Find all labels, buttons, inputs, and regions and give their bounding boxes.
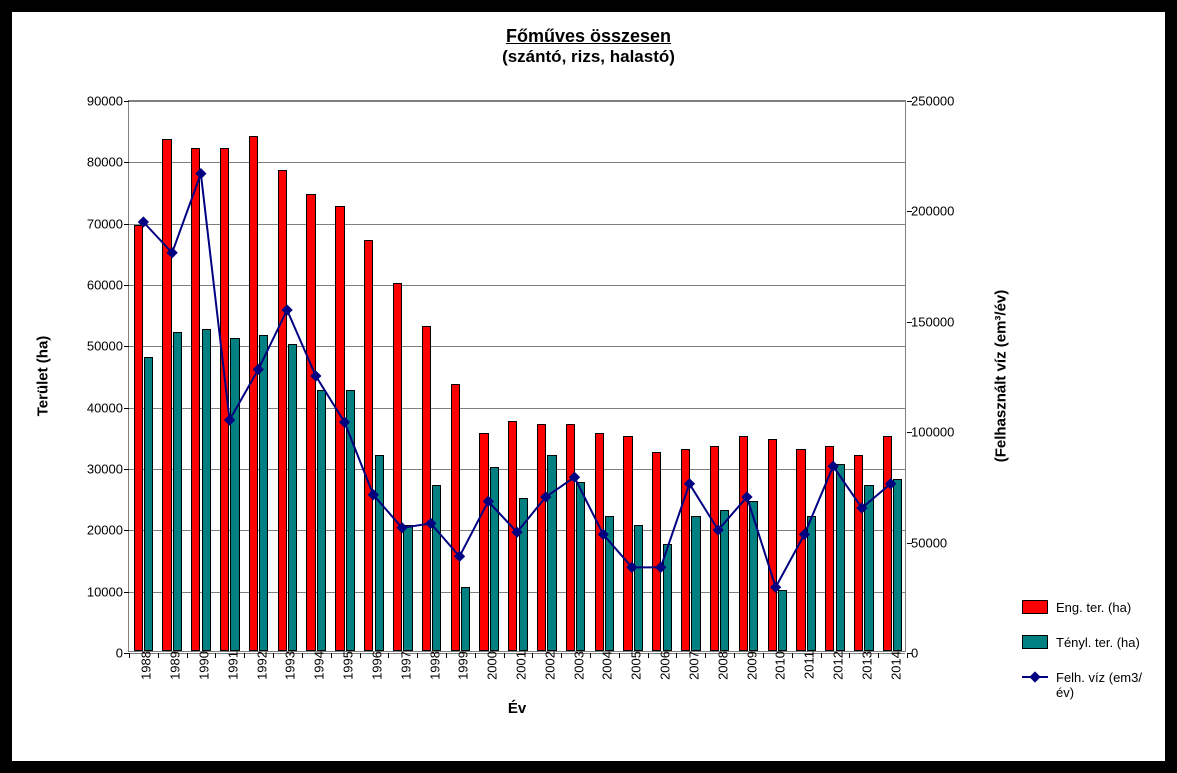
y-tick-right: 200000 [905, 204, 954, 219]
chart-container: Főműves összesen (szántó, rizs, halastó)… [12, 12, 1165, 761]
y-tick-left: 30000 [87, 462, 129, 477]
chart-title: Főműves összesen [12, 26, 1165, 47]
y-tick-left: 10000 [87, 584, 129, 599]
x-tick: 2003 [565, 651, 586, 680]
x-tick: 1998 [421, 651, 442, 680]
y-tick-right: 150000 [905, 314, 954, 329]
legend-label: Eng. ter. (ha) [1056, 600, 1131, 615]
x-tick: 1988 [133, 651, 154, 680]
x-tick: 2004 [594, 651, 615, 680]
y-tick-left: 50000 [87, 339, 129, 354]
x-tick: 2011 [796, 651, 817, 679]
y-axis-label-right: (Felhasznált víz (em³/év) [993, 290, 1010, 463]
x-tick: 2008 [709, 651, 730, 680]
x-tick: 2012 [824, 651, 845, 680]
legend-label: Felh. víz (em3/ év) [1056, 670, 1156, 700]
plot-area: 0100002000030000400005000060000700008000… [128, 100, 906, 652]
x-tick: 2014 [882, 651, 903, 680]
x-tick: 1990 [191, 651, 212, 680]
legend-item: Felh. víz (em3/ év) [1022, 670, 1156, 700]
x-tick: 1995 [335, 651, 356, 680]
y-tick-right: 100000 [905, 425, 954, 440]
x-tick: 2010 [767, 651, 788, 680]
x-tick: 2013 [853, 651, 874, 680]
y-tick-right: 250000 [905, 94, 954, 109]
legend: Eng. ter. (ha) Tényl. ter. (ha) Felh. víz … [1022, 600, 1156, 720]
y-tick-left: 20000 [87, 523, 129, 538]
chart-frame: Főműves összesen (szántó, rizs, halastó)… [0, 0, 1177, 773]
legend-swatch-bar [1022, 600, 1048, 614]
y-axis-label-left: Terület (ha) [35, 336, 52, 417]
y-tick-left: 70000 [87, 216, 129, 231]
x-tick: 2007 [680, 651, 701, 680]
legend-item: Eng. ter. (ha) [1022, 600, 1156, 615]
legend-swatch-line [1022, 670, 1048, 684]
x-tick: 1997 [392, 651, 413, 680]
x-axis-label: Év [508, 700, 526, 717]
title-block: Főműves összesen (szántó, rizs, halastó) [12, 26, 1165, 67]
legend-item: Tényl. ter. (ha) [1022, 635, 1156, 650]
x-tick: 2009 [738, 651, 759, 680]
x-tick: 2000 [479, 651, 500, 680]
legend-swatch-bar [1022, 635, 1048, 649]
x-tick: 1989 [162, 651, 183, 680]
x-tick: 2001 [508, 651, 529, 680]
y-tick-left: 40000 [87, 400, 129, 415]
chart-subtitle: (szántó, rizs, halastó) [12, 47, 1165, 67]
x-tick: 1994 [306, 651, 327, 680]
x-tick: 1993 [277, 651, 298, 680]
x-tick: 2002 [536, 651, 557, 680]
y-tick-left: 90000 [87, 94, 129, 109]
y-tick-left: 60000 [87, 278, 129, 293]
legend-label: Tényl. ter. (ha) [1056, 635, 1140, 650]
line-series-svg [129, 101, 905, 651]
x-tick: 1996 [363, 651, 384, 680]
x-tick: 2005 [623, 651, 644, 680]
x-tick: 1991 [219, 651, 240, 680]
x-tick: 1999 [450, 651, 471, 680]
y-tick-left: 80000 [87, 155, 129, 170]
x-tick: 1992 [248, 651, 269, 680]
x-tick: 2006 [652, 651, 673, 680]
